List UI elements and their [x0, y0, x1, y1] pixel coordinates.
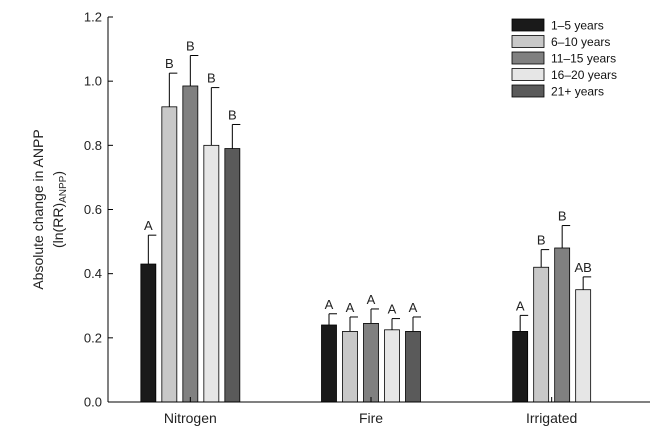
y-tick-label: 0.6 [84, 202, 102, 217]
legend-label: 21+ years [551, 85, 604, 99]
significance-letter: B [228, 107, 237, 122]
bar [182, 85, 199, 403]
legend-label: 6–10 years [551, 35, 610, 49]
legend-label: 11–15 years [551, 52, 616, 66]
legend-label: 1–5 years [551, 19, 604, 33]
y-tick-label: 0.8 [84, 138, 102, 153]
y-tick-label: 1.2 [84, 10, 102, 25]
significance-letter: A [388, 302, 397, 317]
significance-letter: A [516, 298, 525, 313]
significance-letter: B [207, 71, 216, 86]
significance-letter: B [537, 233, 546, 248]
y-tick-label: 0.2 [84, 330, 102, 345]
y-axis-title-line1: Absolute change in ANPP [30, 129, 46, 289]
significance-letter: A [346, 300, 355, 315]
bar [342, 331, 358, 403]
bar [161, 106, 178, 403]
y-axis-title-subscript: ANPP [58, 175, 69, 203]
bar [224, 148, 241, 403]
significance-letter: AB [574, 260, 591, 275]
legend: 1–5 years 6–10 years 11–15 years 16–20 year… [511, 18, 617, 99]
y-axis-title-main: (ln(RR) [50, 203, 66, 248]
bar [321, 324, 337, 403]
significance-letter: B [558, 209, 567, 224]
bar [203, 144, 220, 403]
legend-swatch [511, 84, 545, 98]
legend-label: 16–20 years [551, 68, 617, 82]
x-category-label: Nitrogen [164, 410, 217, 426]
bar [512, 331, 529, 403]
y-tick-label: 1.0 [84, 74, 102, 89]
significance-letter: A [325, 297, 334, 312]
y-axis-title: Absolute change in ANPP (ln(RR)ANPP) [30, 129, 69, 289]
legend-swatch [511, 18, 545, 32]
bar [363, 322, 379, 403]
significance-letter: A [367, 292, 376, 307]
legend-swatch [511, 68, 545, 81]
y-axis-title-end: ) [50, 171, 66, 176]
y-axis-title-line2: (ln(RR)ANPP) [50, 171, 69, 248]
bar [384, 329, 400, 403]
significance-letter: B [186, 39, 195, 54]
significance-letter: A [144, 218, 153, 233]
bar [405, 331, 421, 403]
bar [575, 289, 592, 403]
legend-swatch [511, 51, 545, 65]
y-tick-label: 0.4 [84, 266, 102, 281]
significance-letter: A [409, 300, 418, 315]
bar [554, 247, 571, 403]
bar [140, 263, 157, 403]
y-tick-label: 0.0 [84, 395, 102, 410]
x-category-label: Irrigated [526, 410, 577, 426]
significance-letter: B [165, 56, 174, 71]
legend-swatch [511, 35, 545, 48]
x-category-label: Fire [359, 410, 383, 426]
bar [533, 266, 550, 403]
